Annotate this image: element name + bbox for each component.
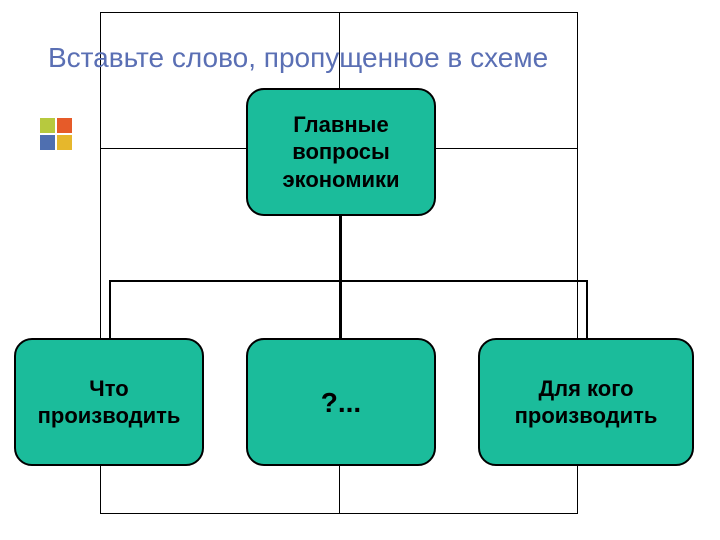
node-child-right: Для кого производить (478, 338, 694, 466)
bullet-square-2 (57, 118, 72, 133)
bullet-square-4 (57, 135, 72, 150)
connector-left-down (109, 280, 111, 338)
connector-mid-down (340, 280, 342, 338)
bullet-decor (40, 118, 74, 152)
connector-root-down (340, 216, 342, 280)
connector-right-down (586, 280, 588, 338)
connector-hbar (109, 280, 588, 282)
node-root: Главные вопросы экономики (246, 88, 436, 216)
node-child-mid: ?... (246, 338, 436, 466)
bullet-square-3 (40, 135, 55, 150)
slide-title: Вставьте слово, пропущенное в схеме (48, 42, 548, 74)
node-child-left: Что производить (14, 338, 204, 466)
bullet-square-1 (40, 118, 55, 133)
